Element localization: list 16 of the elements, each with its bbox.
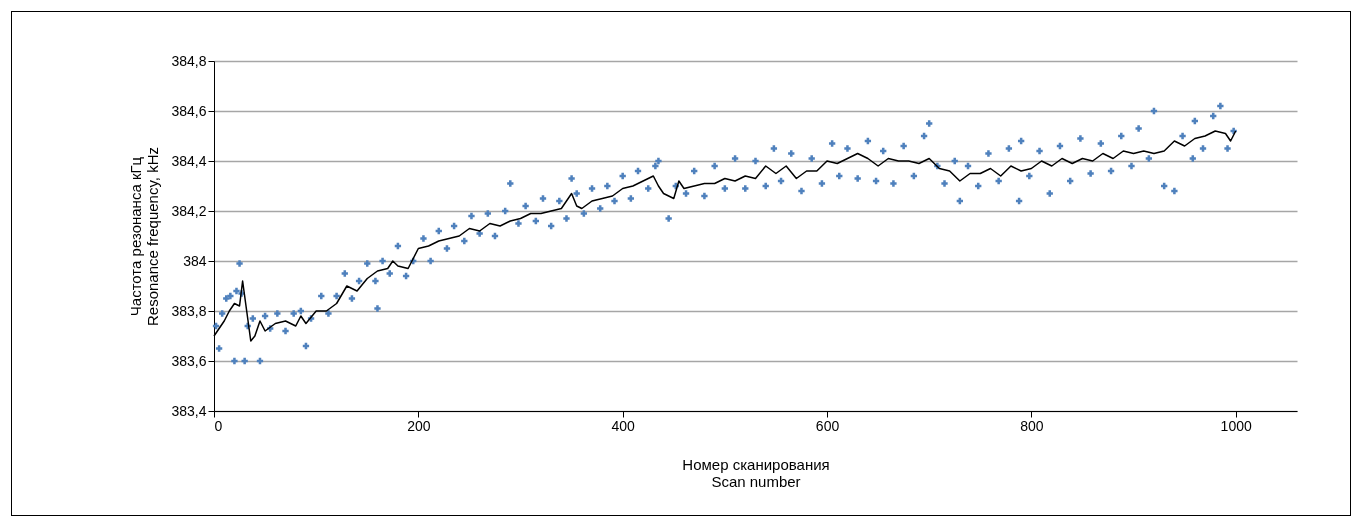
- y-tick-label: 383,6: [171, 352, 207, 369]
- x-tick-label: 400: [611, 417, 636, 434]
- y-axis-title: Частота резонанса кГц Resonance frequency, kHz: [127, 147, 162, 326]
- x-axis-title: Номер сканирования Scan number: [682, 455, 830, 490]
- y-tick-label: 384,4: [171, 152, 207, 169]
- y-tick-label: 384,8: [171, 52, 207, 69]
- x-tick-label: 0: [214, 417, 223, 434]
- x-tick-label: 1000: [1220, 417, 1252, 434]
- y-tick-label: 384: [183, 252, 207, 269]
- y-tick-label: 384,6: [171, 102, 207, 119]
- y-tick-label: 384,2: [171, 202, 207, 219]
- x-tick-label: 200: [407, 417, 431, 434]
- y-tick-label: 383,4: [171, 402, 207, 419]
- x-tick-label: 800: [1020, 417, 1044, 434]
- x-tick-label: 600: [815, 417, 840, 434]
- y-tick-label: 383,8: [171, 302, 207, 319]
